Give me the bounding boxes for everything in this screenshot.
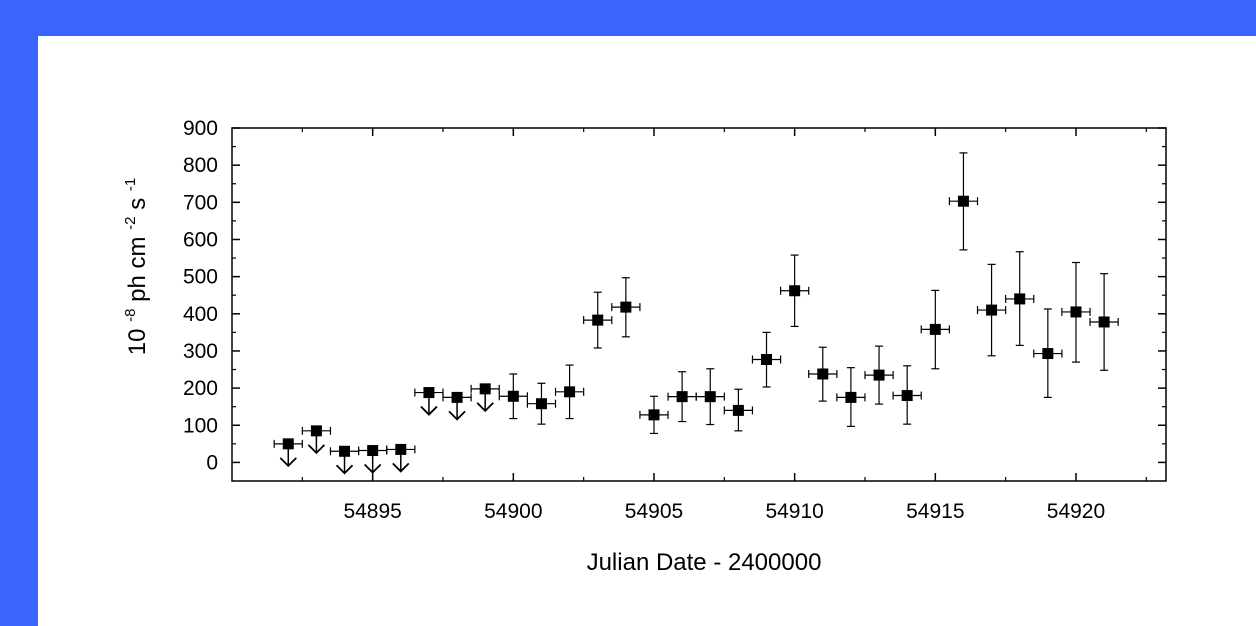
upper-limit-arrow-head (476, 402, 494, 413)
y-title-mid: ph cm (124, 236, 151, 301)
point-marker (451, 391, 463, 403)
point-marker (789, 285, 801, 297)
point-marker (1098, 316, 1110, 328)
y-tick-label: 400 (183, 303, 218, 326)
x-tick-label: 54900 (484, 500, 542, 523)
point-marker (676, 391, 688, 403)
x-tick-label: 54910 (765, 500, 823, 523)
point-marker (564, 386, 576, 398)
point-marker (507, 390, 519, 402)
data-point (723, 388, 754, 432)
y-tick-label: 900 (183, 117, 218, 140)
data-point (639, 395, 669, 435)
data-point (976, 263, 1007, 357)
data-point (611, 277, 641, 338)
y-title-unit: s (124, 198, 151, 210)
data-point (920, 289, 950, 370)
upper-limit-point (301, 425, 332, 455)
x-tick-label: 54920 (1047, 500, 1105, 523)
point-marker (282, 438, 294, 450)
x-tick-label: 54905 (625, 500, 683, 523)
data-point (1005, 251, 1035, 346)
y-title-base: 10 (124, 329, 151, 356)
point-marker (929, 323, 941, 335)
upper-limit-point (273, 438, 303, 468)
upper-limit-arrow-head (364, 463, 382, 474)
data-point (695, 368, 725, 426)
point-marker (339, 445, 351, 457)
point-marker (535, 398, 547, 410)
x-tick-label: 54915 (906, 500, 964, 523)
point-marker (648, 409, 660, 421)
upper-limit-arrow-head (279, 457, 297, 468)
upper-limit-point (386, 443, 416, 473)
y-tick-label: 200 (183, 377, 218, 400)
data-point (864, 345, 894, 405)
point-marker (310, 425, 322, 437)
data-point (526, 382, 557, 425)
point-marker (732, 404, 744, 416)
y-tick-label: 800 (183, 154, 218, 177)
upper-limit-arrow-head (420, 405, 438, 416)
point-marker (592, 314, 604, 326)
upper-limit-point (414, 387, 444, 416)
point-marker (423, 387, 435, 399)
data-point (836, 367, 866, 427)
point-marker (986, 304, 998, 316)
upper-limit-arrow-head (335, 464, 354, 475)
upper-limit-point (470, 383, 500, 413)
x-axis-title: Julian Date - 2400000 (587, 549, 822, 576)
data-point (667, 371, 697, 423)
y-title-exp3: -1 (122, 178, 139, 191)
upper-limit-arrow-head (307, 444, 326, 455)
point-marker (395, 443, 407, 455)
x-tick-label: 54895 (343, 500, 401, 523)
point-marker (620, 301, 632, 313)
data-point (808, 346, 838, 402)
data-point (1033, 308, 1063, 398)
data-point (554, 364, 585, 420)
upper-limit-arrow-head (448, 410, 466, 421)
data-point (583, 291, 613, 349)
point-marker (479, 383, 491, 395)
y-tick-label: 700 (183, 191, 218, 214)
point-marker (704, 391, 716, 403)
data-point (948, 152, 979, 251)
y-tick-label: 100 (183, 414, 218, 437)
point-marker (1014, 293, 1026, 305)
point-marker (901, 390, 913, 402)
data-point (1089, 273, 1119, 371)
y-tick-label: 500 (183, 266, 218, 289)
data-point (751, 331, 782, 388)
y-axis-title: 10 -8 ph cm -2 s -1 (114, 178, 151, 355)
point-marker (957, 195, 969, 207)
y-tick-label: 0 (206, 451, 218, 474)
y-tick-label: 300 (183, 340, 218, 363)
upper-limit-point (442, 391, 472, 421)
upper-limit-point (329, 445, 360, 475)
upper-limit-arrow-head (392, 462, 410, 473)
y-tick-label: 600 (183, 228, 218, 251)
point-marker (1070, 306, 1082, 318)
figure-panel (38, 36, 1256, 626)
data-point (498, 373, 528, 420)
upper-limit-point (357, 445, 388, 474)
y-title-exp2: -2 (122, 216, 139, 229)
plot-frame (231, 127, 1167, 482)
data-point (779, 254, 810, 328)
point-marker (761, 353, 773, 365)
data-point (1061, 261, 1091, 363)
axis-ticks: 54895 54900 54905 54910 54915 54920 0 100 200 300… (183, 117, 1166, 523)
data-point (892, 365, 922, 425)
y-title-exp1: -8 (122, 309, 139, 322)
point-marker (1042, 348, 1054, 360)
point-marker (873, 369, 885, 381)
point-marker (367, 445, 379, 457)
point-marker (817, 368, 829, 380)
data-points (273, 152, 1119, 475)
point-marker (845, 391, 857, 403)
